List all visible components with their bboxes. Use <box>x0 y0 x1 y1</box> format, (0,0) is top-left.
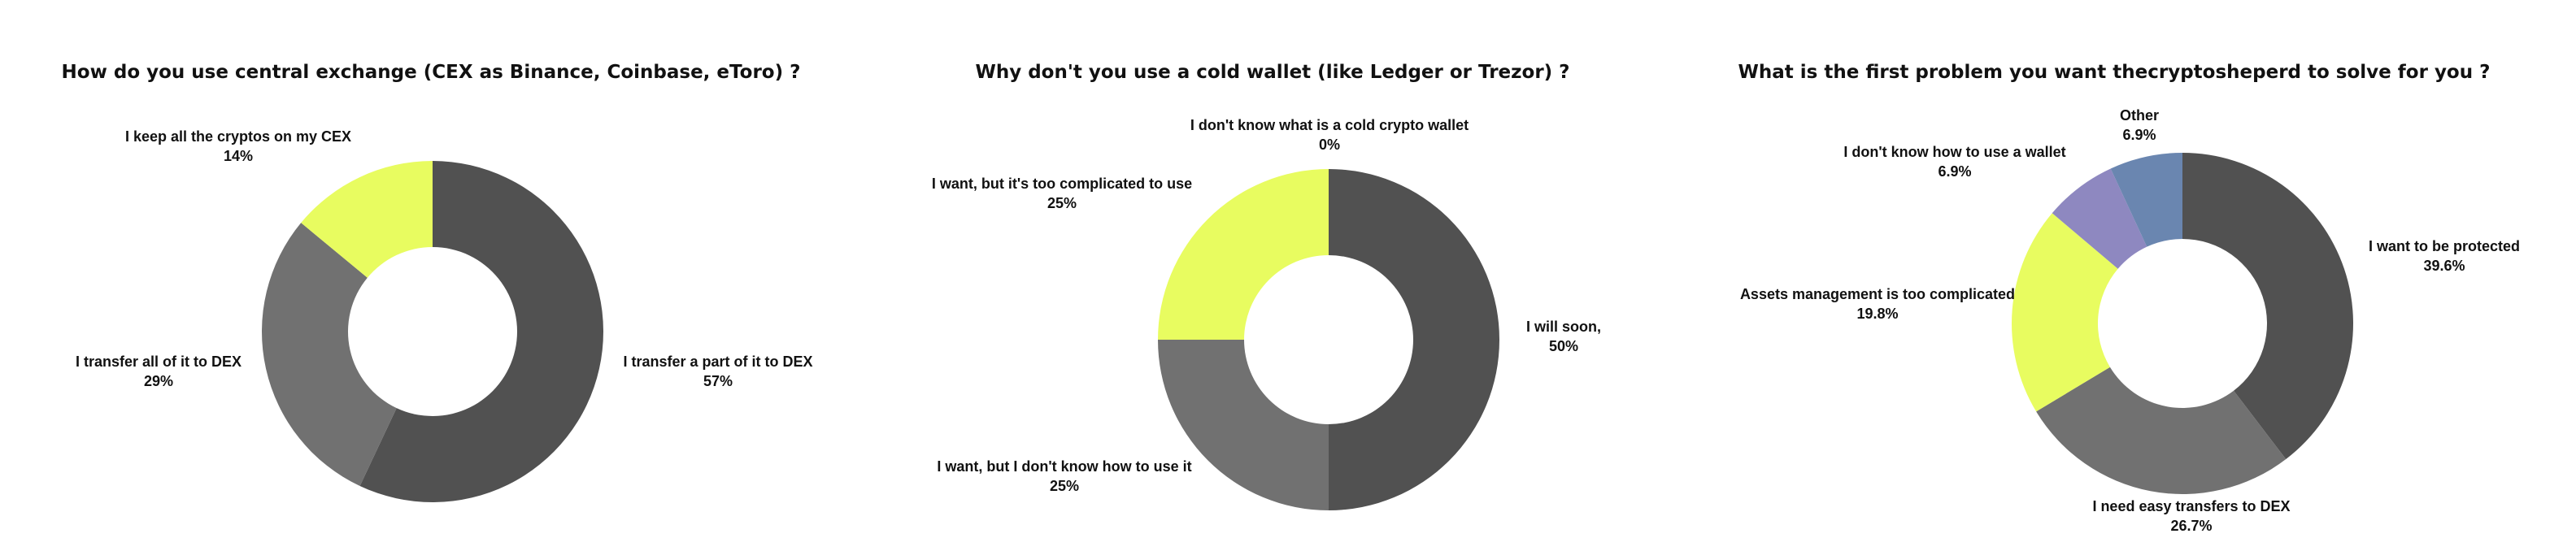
slice-label: I keep all the cryptos on my CEX 14% <box>125 128 351 164</box>
donut-slice-i-transfer-all-of-it-to-dex <box>261 223 397 487</box>
chart-title: How do you use central exchange (CEX as … <box>62 62 801 83</box>
slice-label: I transfer a part of it to DEX 57% <box>623 354 812 389</box>
donut-chart-1: How do you use central exchange (CEX as … <box>62 62 813 502</box>
slice-label-text: Assets management is too complicated <box>1740 286 2015 302</box>
slice-label: I don't know what is a cold crypto walle… <box>1190 117 1469 153</box>
slice-label-text: I don't know how to use a wallet <box>1843 144 2065 160</box>
slice-label-text: I keep all the cryptos on my CEX <box>125 128 351 145</box>
donut-slice-i-need-easy-transfers-to-dex <box>2036 367 2287 494</box>
slice-label-text: I transfer a part of it to DEX <box>623 354 812 370</box>
donut-slice-i-keep-all-the-cryptos-on-my-cex <box>301 161 433 278</box>
slice-value-text: 25% <box>1050 478 1079 494</box>
chart-title: What is the first problem you want thecr… <box>1738 62 2491 83</box>
slice-label: I need easy transfers to DEX 26.7% <box>2092 498 2290 534</box>
slice-label-text: I need easy transfers to DEX <box>2092 498 2290 514</box>
slice-value-text: 50% <box>1549 338 1578 354</box>
slice-label: I want, but it's too complicated to use 2… <box>932 176 1192 211</box>
slice-label-text: I want, but it's too complicated to use <box>932 176 1192 192</box>
slice-label: Other 6.9% <box>2120 107 2159 143</box>
chart-title: Why don't you use a cold wallet (like Le… <box>975 62 1569 83</box>
slice-value-text: 19.8% <box>1856 306 1898 322</box>
slice-label-text: I will soon, <box>1526 319 1601 335</box>
slice-value-text: 29% <box>144 373 173 389</box>
slice-label-text: I want to be protected <box>2369 238 2520 254</box>
slice-label: I want to be protected 39.6% <box>2369 238 2520 274</box>
slice-value-text: 0% <box>1319 137 1340 153</box>
slice-value-text: 39.6% <box>2423 258 2465 274</box>
slice-value-text: 14% <box>224 148 253 164</box>
slice-label-text: I transfer all of it to DEX <box>76 354 242 370</box>
slice-label-text: I want, but I don't know how to use it <box>937 458 1191 475</box>
donut-slice-i-want-but-i-don-t-know-how-to-use-it <box>1158 340 1329 510</box>
slice-label: I don't know how to use a wallet 6.9% <box>1843 144 2065 180</box>
slice-label-text: I don't know what is a cold crypto walle… <box>1190 117 1469 133</box>
slice-label: I will soon, 50% <box>1526 319 1601 354</box>
slice-value-text: 6.9% <box>1938 163 1971 180</box>
donut-slice-i-want-but-it-s-too-complicated-to-use <box>1158 169 1329 340</box>
donut-chart-2: Why don't you use a cold wallet (like Le… <box>932 62 1601 510</box>
donut-chart-3: What is the first problem you want thecr… <box>1738 62 2520 534</box>
slice-label: Assets management is too complicated 19.8… <box>1740 286 2015 322</box>
slice-value-text: 6.9% <box>2122 127 2156 143</box>
donut-slice-assets-management-is-too-complicated <box>2012 213 2118 412</box>
slice-label: I want, but I don't know how to use it 25… <box>937 458 1191 494</box>
donut-slice-i-don-t-know-how-to-use-a-wallet <box>2052 168 2147 269</box>
slice-value-text: 25% <box>1047 195 1077 211</box>
slice-value-text: 57% <box>703 373 733 389</box>
slice-value-text: 26.7% <box>2170 518 2212 534</box>
donut-slice-i-will-soon <box>1329 169 1499 510</box>
slice-label: I transfer all of it to DEX 29% <box>76 354 242 389</box>
donut-slice-i-transfer-a-part-of-it-to-dex <box>359 161 603 502</box>
donut-slice-other <box>2110 153 2182 247</box>
donut-slice-i-want-to-be-protected <box>2182 153 2353 460</box>
slice-label-text: Other <box>2120 107 2159 124</box>
